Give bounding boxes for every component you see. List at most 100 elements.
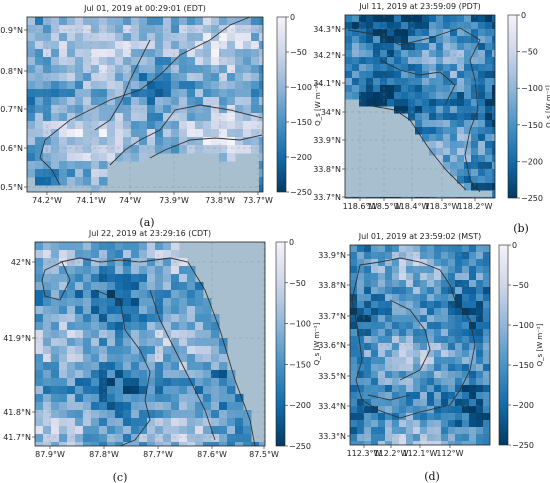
- heatmap-cell: [59, 362, 68, 371]
- heatmap-cell: [91, 250, 100, 259]
- heatmap-cell: [441, 336, 449, 344]
- heatmap-cell: [471, 141, 479, 149]
- heatmap-cell: [59, 442, 68, 446]
- heatmap-cell: [378, 343, 386, 351]
- heatmap-cell: [211, 354, 220, 363]
- heatmap-cell: [259, 33, 263, 42]
- heatmap-cell: [399, 294, 407, 302]
- heatmap-cell: [457, 92, 465, 100]
- heatmap-cell: [115, 17, 124, 26]
- heatmap-cell: [187, 290, 196, 299]
- heatmap-cell: [75, 25, 84, 34]
- heatmap-cell: [462, 392, 470, 400]
- heatmap-cell: [227, 121, 236, 130]
- heatmap-cell: [91, 161, 100, 170]
- heatmap-cell: [163, 378, 172, 387]
- heatmap-cell: [483, 399, 490, 407]
- heatmap-cell: [464, 148, 472, 156]
- heatmap-cell: [364, 406, 372, 414]
- heatmap-cell: [123, 242, 132, 251]
- heatmap-cell: [350, 294, 358, 302]
- x-tick-label: 87.6°W: [197, 450, 227, 459]
- heatmap-cell: [448, 385, 456, 393]
- heatmap-cell: [373, 92, 381, 100]
- heatmap-cell: [415, 127, 423, 135]
- colorbar-tick-label: −50: [289, 279, 306, 288]
- heatmap-cell: [394, 36, 402, 44]
- heatmap-cell: [35, 177, 44, 186]
- heatmap-cell: [99, 250, 108, 259]
- heatmap-cell: [83, 33, 92, 42]
- x-tick-label: 87.5°W: [249, 450, 279, 459]
- heatmap-cell: [478, 99, 486, 107]
- heatmap-cell: [385, 399, 393, 407]
- heatmap-cell: [67, 442, 76, 446]
- colorbar-tick-label: 0: [521, 11, 526, 20]
- heatmap-cell: [155, 298, 164, 307]
- heatmap-cell: [413, 259, 421, 267]
- heatmap-cell: [187, 113, 196, 122]
- heatmap-cell: [235, 402, 244, 411]
- colorbar: [275, 241, 286, 447]
- heatmap-cell: [413, 245, 421, 253]
- heatmap-cell: [406, 378, 414, 386]
- heatmap-cell: [478, 71, 486, 79]
- heatmap-cell: [413, 301, 421, 309]
- heatmap-cell: [147, 137, 156, 146]
- heatmap-cell: [385, 441, 393, 445]
- heatmap-cell: [427, 441, 435, 445]
- heatmap-cell: [123, 386, 132, 395]
- heatmap-cell: [163, 306, 172, 315]
- heatmap-cell: [492, 148, 495, 156]
- heatmap-cell: [91, 129, 100, 138]
- heatmap-cell: [378, 385, 386, 393]
- heatmap-cell: [350, 350, 358, 358]
- heatmap-cell: [251, 129, 260, 138]
- heatmap-cell: [179, 145, 188, 154]
- heatmap-cell: [457, 71, 465, 79]
- heatmap-cell: [83, 97, 92, 106]
- heatmap-cell: [75, 177, 84, 186]
- heatmap-cell: [67, 137, 76, 146]
- heatmap-cell: [392, 259, 400, 267]
- heatmap-cell: [455, 441, 463, 445]
- heatmap-cell: [371, 245, 379, 253]
- heatmap-cell: [448, 420, 456, 428]
- heatmap-cell: [436, 113, 444, 121]
- heatmap-cell: [131, 314, 140, 323]
- heatmap-cell: [378, 273, 386, 281]
- heatmap-cell: [59, 57, 68, 66]
- heatmap-cell: [366, 15, 374, 23]
- heatmap-cell: [211, 129, 220, 138]
- heatmap-cell: [147, 242, 156, 251]
- heatmap-cell: [115, 442, 124, 446]
- heatmap-cell: [378, 406, 386, 414]
- heatmap-cell: [345, 15, 353, 23]
- heatmap-cell: [408, 29, 416, 37]
- heatmap-cell: [485, 197, 493, 198]
- heatmap-cell: [401, 15, 409, 23]
- heatmap-cell: [51, 306, 60, 315]
- heatmap-cell: [163, 57, 172, 66]
- heatmap-cell: [187, 338, 196, 347]
- heatmap-cell: [464, 71, 472, 79]
- heatmap-cell: [385, 329, 393, 337]
- heatmap-cell: [59, 298, 68, 307]
- heatmap-cell: [123, 282, 132, 291]
- heatmap-cell: [83, 153, 92, 162]
- heatmap-cell: [195, 314, 204, 323]
- heatmap-cell: [485, 148, 493, 156]
- heatmap-cell: [75, 418, 84, 427]
- heatmap-cell: [51, 354, 60, 363]
- heatmap-cell: [464, 162, 472, 170]
- heatmap-cell: [399, 357, 407, 365]
- heatmap-cell: [364, 329, 372, 337]
- heatmap-cell: [99, 121, 108, 130]
- heatmap-cell: [448, 259, 456, 267]
- heatmap-cell: [67, 145, 76, 154]
- heatmap-cell: [378, 434, 386, 442]
- heatmap-cell: [492, 106, 495, 114]
- heatmap-cell: [364, 420, 372, 428]
- heatmap-cell: [131, 242, 140, 251]
- heatmap-cell: [429, 64, 437, 72]
